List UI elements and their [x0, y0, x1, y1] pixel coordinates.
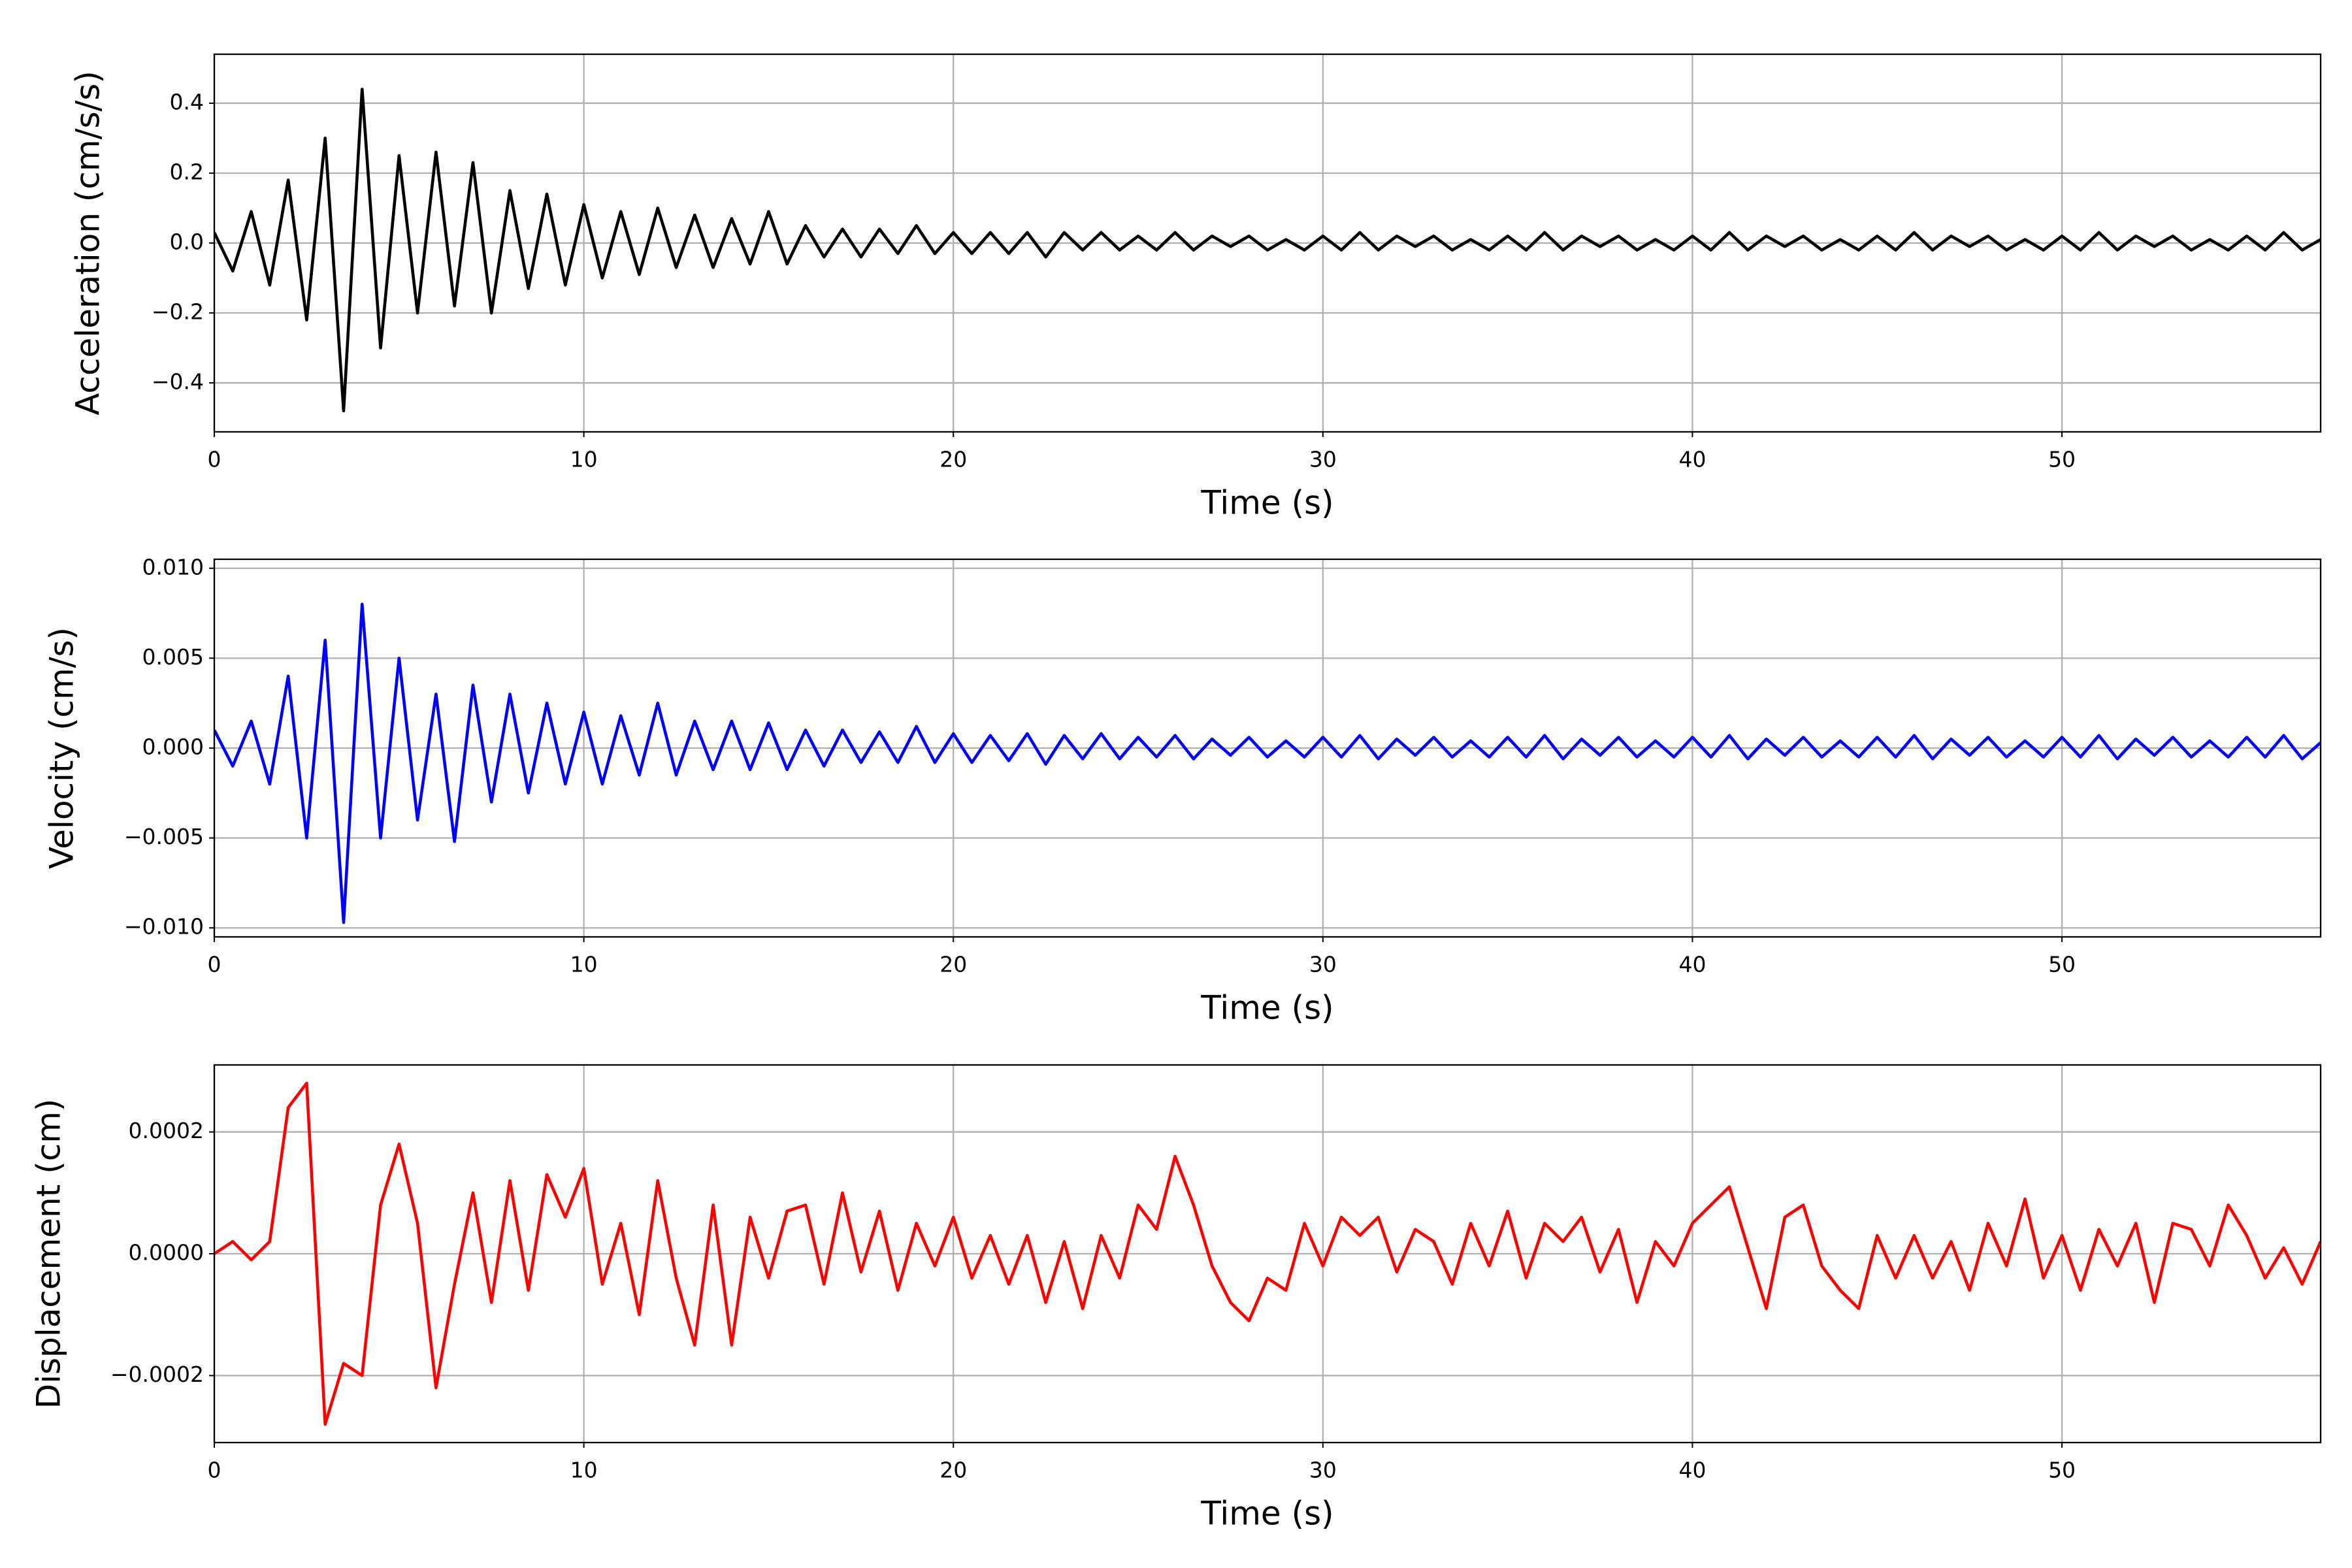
x-tick-label: 40: [1678, 1458, 1706, 1483]
x-tick-label: 40: [1678, 447, 1706, 472]
axes-frame: [213, 558, 2322, 938]
y-tick-label: 0.010: [142, 554, 204, 580]
y-tick-label: 0.0000: [129, 1240, 204, 1266]
y-tick-label: −0.010: [124, 914, 204, 939]
x-tick-label: 0: [208, 447, 221, 472]
y-tick-label: 0.0: [170, 229, 204, 255]
series-line: [214, 1081, 2321, 1426]
y-axis-label: Acceleration (cm/s/s): [69, 71, 107, 416]
y-tick-label: 0.000: [142, 734, 204, 760]
x-tick-label: 40: [1678, 952, 1706, 977]
x-tick-label: 0: [208, 952, 221, 977]
panel: 0 10 20 30 40 50 −0.010 −0.005 0.000 0.005 0.010 Ti…: [43, 554, 2322, 1027]
x-tick-label: 50: [2048, 1458, 2076, 1483]
y-axis-label: Velocity (cm/s): [43, 627, 81, 869]
y-tick-label: −0.4: [152, 369, 204, 395]
x-tick-label: 10: [570, 447, 598, 472]
y-tick-label: −0.2: [152, 299, 204, 325]
axes-frame: [213, 53, 2322, 433]
x-tick-label: 10: [570, 952, 598, 977]
x-axis-label: Time (s): [1200, 1495, 1333, 1533]
x-tick-label: 50: [2048, 447, 2076, 472]
x-tick-label: 10: [570, 1458, 598, 1483]
x-tick-label: 30: [1309, 1458, 1337, 1483]
x-tick-label: 50: [2048, 952, 2076, 977]
y-tick-label: 0.4: [170, 89, 204, 114]
y-tick-label: −0.005: [124, 824, 204, 849]
y-tick-label: 0.2: [170, 159, 204, 184]
x-axis-label: Time (s): [1200, 989, 1333, 1027]
x-tick-label: 20: [939, 1458, 967, 1483]
axes-frame: [213, 1064, 2322, 1444]
y-tick-label: 0.005: [142, 644, 204, 670]
y-tick-label: 0.0002: [129, 1118, 204, 1143]
panel: 0 10 20 30 40 50 −0.4 −0.2 0.0 0.2 0.4 Time (s) Acce…: [69, 53, 2322, 522]
series-line: [214, 88, 2321, 413]
x-tick-label: 30: [1309, 447, 1337, 472]
y-tick-label: −0.0002: [110, 1362, 204, 1387]
x-tick-label: 20: [939, 952, 967, 977]
x-axis-label: Time (s): [1200, 484, 1333, 522]
x-tick-label: 20: [939, 447, 967, 472]
x-tick-label: 30: [1309, 952, 1337, 977]
panel: 0 10 20 30 40 50 −0.0002 0.0000 0.0002 Time (s) Di…: [30, 1064, 2322, 1533]
y-axis-label: Displacement (cm): [30, 1099, 68, 1409]
series-line: [214, 602, 2321, 924]
x-tick-label: 0: [208, 1458, 221, 1483]
